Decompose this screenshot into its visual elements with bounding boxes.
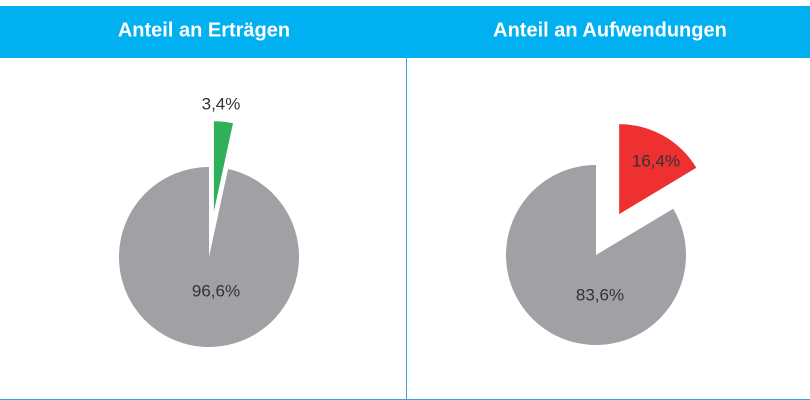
chart-title: Anteil an Aufwendungen xyxy=(493,19,727,41)
data-label: 16,4% xyxy=(632,151,680,170)
data-label: 96,6% xyxy=(192,281,240,300)
data-label: 3,4% xyxy=(202,94,241,113)
data-label: 83,6% xyxy=(576,285,624,304)
header-bar xyxy=(0,6,810,58)
pie-slice xyxy=(213,121,233,212)
pie-slice xyxy=(119,167,300,348)
pie-slice xyxy=(506,165,686,345)
pie-slice xyxy=(619,124,697,215)
chart-title: Anteil an Erträgen xyxy=(118,19,290,41)
